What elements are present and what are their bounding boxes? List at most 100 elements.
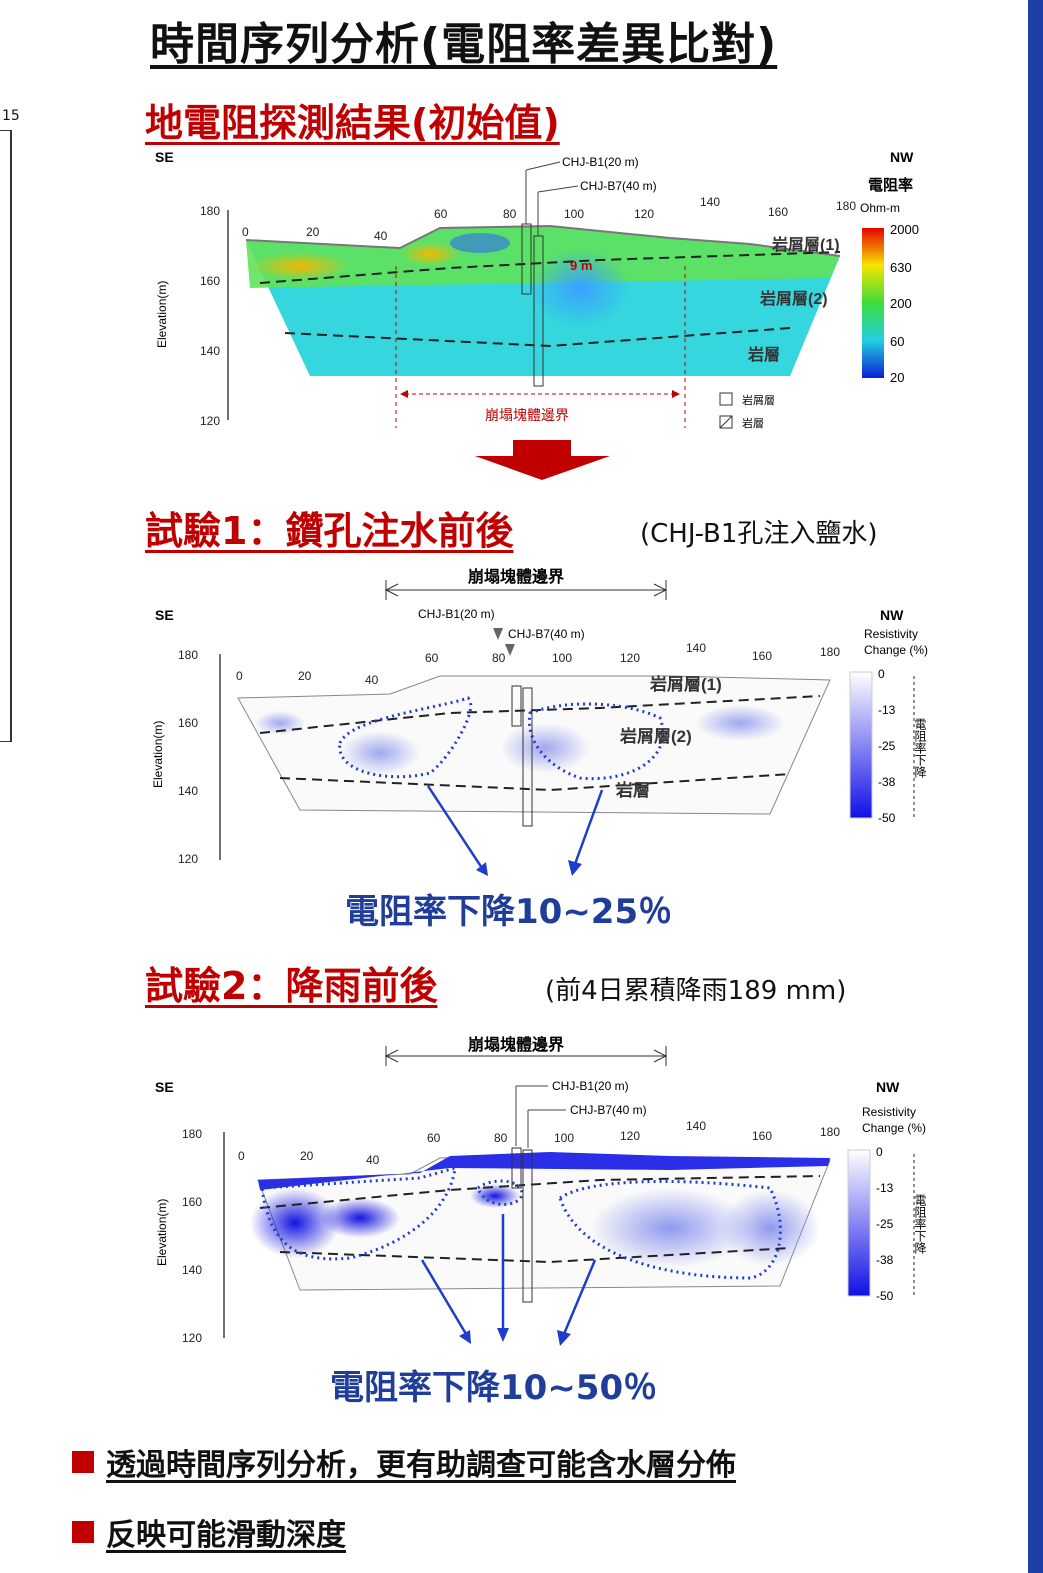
- test2-result: 電阻率下降10~50％: [330, 1368, 658, 1408]
- legend1-unit: Ohm-m: [860, 201, 900, 215]
- xtick: 100: [564, 207, 584, 221]
- bullet-square-icon: [72, 1521, 94, 1543]
- layer1-label: 岩屑層(1): [649, 674, 722, 694]
- xtick: 80: [494, 1131, 508, 1145]
- ylabel: Elevation(m): [155, 1199, 169, 1266]
- ytick: 120: [178, 852, 198, 866]
- right-side-bar: [1028, 0, 1043, 1573]
- ytick: 160: [200, 274, 220, 288]
- nw-label: NW: [880, 607, 904, 623]
- legend1-tick: 630: [890, 260, 912, 275]
- xtick: 180: [820, 645, 840, 659]
- boundary-label: 崩塌塊體邊界: [468, 567, 564, 586]
- ytick: 140: [178, 784, 198, 798]
- borehole-b1-label: CHJ-B1(20 m): [418, 607, 495, 621]
- xtick: 0: [236, 669, 243, 683]
- layer1-label: 岩屑層(1): [771, 235, 840, 254]
- section2-heading: 試驗1：鑽孔注水前後: [145, 509, 514, 553]
- legend2-tick: -38: [876, 1253, 894, 1267]
- legend2-title2: Change (%): [862, 1121, 926, 1135]
- xtick: 100: [552, 651, 572, 665]
- xtick: 20: [298, 669, 312, 683]
- xtick: 20: [306, 225, 320, 239]
- rock-label: 岩層: [747, 345, 780, 364]
- ylabel: Elevation(m): [151, 721, 165, 788]
- xtick: 180: [836, 199, 856, 213]
- xtick: 120: [620, 651, 640, 665]
- xtick: 140: [686, 1119, 706, 1133]
- bullet-item: 反映可能滑動深度: [72, 1510, 346, 1554]
- key-rock: 岩層: [742, 416, 764, 430]
- xtick: 40: [366, 1153, 380, 1167]
- layer2-label: 岩屑層(2): [619, 726, 692, 746]
- boundary-label: 崩塌塊體邊界: [485, 407, 569, 423]
- legend2-tick: -13: [876, 1181, 894, 1195]
- depth-mark: 9 m: [570, 258, 592, 273]
- section3-heading: 試驗2：降雨前後: [145, 964, 438, 1008]
- down-arrow-icon: [475, 440, 610, 480]
- xtick: 80: [503, 207, 517, 221]
- se-label: SE: [155, 607, 174, 623]
- ytick: 120: [182, 1331, 202, 1345]
- section2-note: (CHJ-B1孔注入鹽水): [640, 519, 878, 549]
- ytick: 140: [182, 1263, 202, 1277]
- legend1-tick: 2000: [890, 222, 919, 237]
- test1-result: 電阻率下降10~25％: [345, 892, 673, 932]
- section3-note: (前4日累積降雨189 mm): [545, 976, 847, 1006]
- nw-label: NW: [890, 149, 914, 165]
- legend1-tick: 20: [890, 370, 904, 385]
- xtick: 100: [554, 1131, 574, 1145]
- legend2-tick: -25: [878, 739, 896, 753]
- legend2-tick: 0: [876, 1145, 883, 1159]
- bullet-square-icon: [72, 1451, 94, 1473]
- xtick: 120: [634, 207, 654, 221]
- ytick: 180: [178, 648, 198, 662]
- section1-heading: 地電阻探測結果(初始值): [145, 101, 560, 145]
- ytick: 140: [200, 344, 220, 358]
- ylabel: Elevation(m): [155, 281, 169, 348]
- legend2-title1: Resistivity: [864, 627, 918, 641]
- xtick: 120: [620, 1129, 640, 1143]
- xtick: 160: [752, 649, 772, 663]
- xtick: 40: [365, 673, 379, 687]
- xtick: 160: [752, 1129, 772, 1143]
- legend2-side: 電阻率下降: [913, 718, 927, 778]
- legend1-tick: 200: [890, 296, 912, 311]
- xtick: 0: [242, 225, 249, 239]
- ytick: 160: [182, 1195, 202, 1209]
- resistivity-profile-initial: SE NW 180 160 140 120 Elevation(m) 0 20 …: [155, 149, 919, 430]
- bullet-item: 透過時間序列分析，更有助調查可能含水層分佈: [72, 1440, 736, 1484]
- bullet-text: 透過時間序列分析，更有助調查可能含水層分佈: [106, 1448, 736, 1483]
- borehole-b7-label: CHJ-B7(40 m): [508, 627, 585, 641]
- legend2-tick: -25: [876, 1217, 894, 1231]
- page-title: 時間序列分析(電阻率差異比對): [150, 19, 778, 70]
- legend2-side: 電阻率下降: [913, 1194, 927, 1254]
- xtick: 80: [492, 651, 506, 665]
- boundary-label: 崩塌塊體邊界: [468, 1035, 564, 1054]
- legend2-tick: -50: [876, 1289, 894, 1303]
- legend2-tick: -50: [878, 811, 896, 825]
- layer2-label: 岩屑層(2): [759, 289, 828, 308]
- borehole-b7-label: CHJ-B7(40 m): [580, 179, 657, 193]
- legend2-title1: Resistivity: [862, 1105, 916, 1119]
- xtick: 140: [686, 641, 706, 655]
- legend1-tick: 60: [890, 334, 904, 349]
- resistivity-change-test2: 崩塌塊體邊界 SE NW 180 160 140 120 Elevation(m…: [155, 1035, 927, 1346]
- resistivity-change-test1: 崩塌塊體邊界 SE NW 180 160 140 120 Elevation(m…: [151, 567, 928, 876]
- legend2-title2: Change (%): [864, 643, 928, 657]
- xtick: 40: [374, 229, 388, 243]
- se-label: SE: [155, 149, 174, 165]
- legend2-tick: 0: [878, 667, 885, 681]
- borehole-b1-label: CHJ-B1(20 m): [562, 155, 639, 169]
- borehole-b1-label: CHJ-B1(20 m): [552, 1079, 629, 1093]
- legend1-title: 電阻率: [868, 176, 913, 194]
- se-label: SE: [155, 1079, 174, 1095]
- xtick: 60: [427, 1131, 441, 1145]
- borehole-b7-label: CHJ-B7(40 m): [570, 1103, 647, 1117]
- xtick: 60: [425, 651, 439, 665]
- xtick: 20: [300, 1149, 314, 1163]
- key-debris: 岩屑層: [742, 393, 775, 407]
- left-fragment-label: 15: [2, 108, 20, 124]
- bullet-text: 反映可能滑動深度: [106, 1518, 346, 1553]
- legend2-tick: -13: [878, 703, 896, 717]
